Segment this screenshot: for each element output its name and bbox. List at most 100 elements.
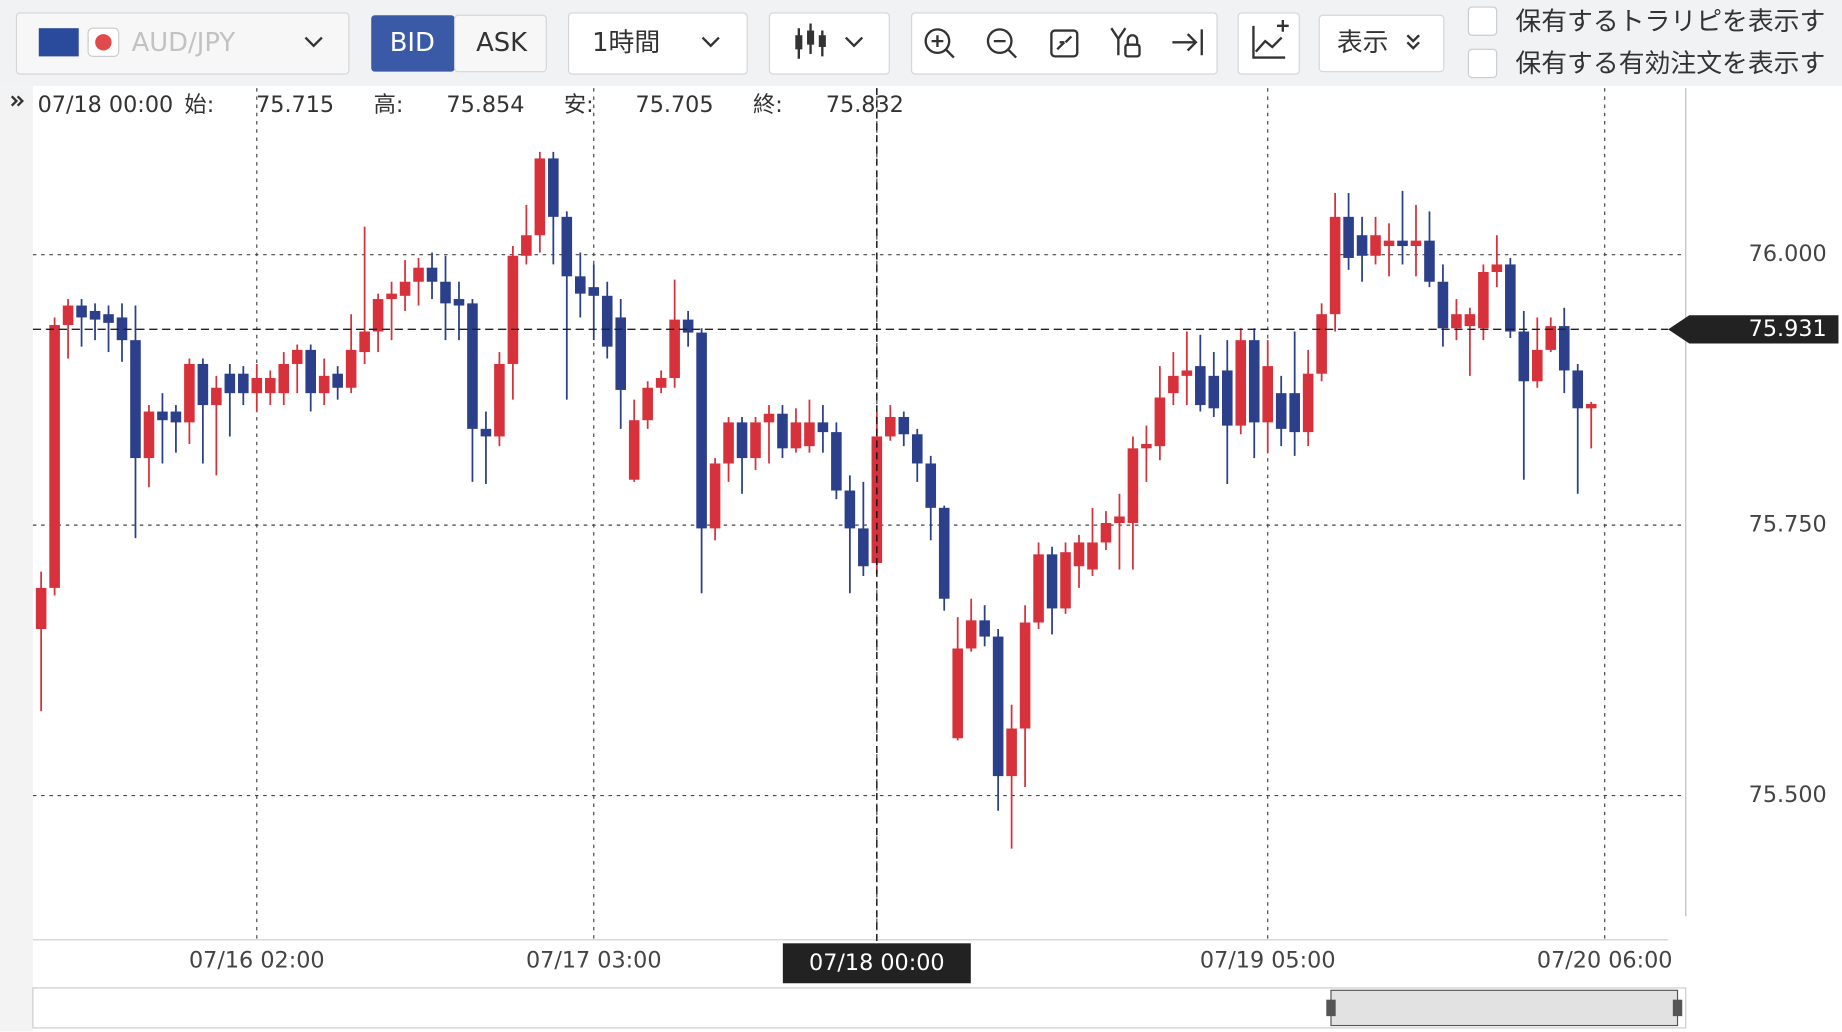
candle-body	[750, 422, 761, 459]
scroll-end[interactable]	[1172, 29, 1203, 56]
candle-body	[1087, 542, 1098, 570]
zoom-in[interactable]	[924, 28, 955, 59]
chevron	[701, 36, 720, 48]
indicator-button[interactable]	[1237, 12, 1300, 75]
candle-body	[1302, 373, 1314, 433]
expand-panel[interactable]	[10, 95, 24, 107]
candle-body	[453, 299, 465, 306]
navigator-handle[interactable]	[1330, 989, 1679, 1027]
candle-body	[548, 158, 559, 217]
candle-body	[278, 363, 290, 394]
fit[interactable]	[1050, 29, 1079, 58]
candle-body	[76, 305, 87, 318]
candle-body	[251, 378, 263, 394]
candle-body	[615, 317, 627, 390]
candle-body	[62, 305, 74, 326]
candle-body	[669, 319, 680, 379]
candle-body	[467, 303, 478, 429]
candle-body	[1451, 314, 1462, 329]
candle-body	[534, 158, 546, 236]
info-value: 75.832	[826, 92, 904, 118]
x-tick-label: 07/17 03:00	[526, 947, 662, 973]
candle-body	[1464, 314, 1476, 327]
bid-button[interactable]: BID	[371, 15, 455, 72]
candle-body	[359, 331, 370, 353]
display-select[interactable]: 表示	[1318, 14, 1445, 73]
candle-body	[1356, 235, 1368, 256]
candle-body	[642, 387, 653, 421]
interval-select[interactable]: 1時間	[567, 12, 748, 75]
info-value: 75.715	[256, 92, 334, 118]
symbol: AUD/JPY	[132, 28, 236, 58]
symbol-select[interactable]: AUD/JPY	[15, 12, 350, 75]
candle-body	[318, 375, 330, 394]
candle-body	[1329, 216, 1341, 315]
candle-body	[1046, 554, 1058, 609]
candle-body	[1033, 554, 1044, 623]
candle-body	[682, 319, 694, 333]
candle-body	[1478, 272, 1489, 329]
info-value: 75.854	[446, 92, 524, 118]
y-tick-label: 75.500	[1749, 782, 1827, 808]
candle-body	[386, 293, 397, 300]
x-tick-label: 07/16 02:00	[189, 947, 325, 973]
candle-body	[157, 411, 168, 421]
candle-body	[575, 276, 586, 294]
candle-body	[1518, 331, 1530, 382]
option-label: 保有するトラリピを表示す	[1515, 7, 1825, 37]
candle-body	[1060, 552, 1071, 609]
candle-body	[1262, 366, 1274, 423]
candle-body	[1221, 370, 1233, 426]
navigator-grip[interactable]	[1672, 999, 1683, 1017]
info-label: 始:	[184, 92, 214, 118]
side-strip	[0, 85, 33, 1032]
candle-body	[804, 422, 815, 447]
y-lock[interactable]	[1110, 27, 1141, 58]
chevron	[304, 36, 323, 48]
candle-body	[116, 317, 128, 341]
ask-button[interactable]: ASK	[454, 14, 547, 73]
bid-label: BID	[390, 28, 435, 58]
candle-body	[1343, 216, 1354, 258]
candle-body	[480, 428, 492, 437]
candle-body	[561, 216, 573, 277]
candle-body	[898, 416, 910, 435]
candle-body	[332, 373, 343, 388]
chart-type-select[interactable]	[768, 12, 890, 75]
price-tag	[1668, 315, 1839, 344]
flag-au	[38, 28, 79, 57]
candle-body	[1383, 240, 1395, 247]
candle-body	[1491, 264, 1503, 273]
candle-body	[601, 295, 613, 347]
candle-body	[817, 422, 829, 433]
candle-body	[844, 490, 856, 529]
checkbox[interactable]	[1467, 6, 1498, 36]
option-label: 保有する有効注文を表示す	[1515, 49, 1825, 79]
candle-body	[1558, 326, 1570, 371]
candle-body	[211, 387, 222, 406]
candle-body	[426, 267, 438, 282]
candle-body	[723, 422, 734, 464]
candle-body	[291, 349, 303, 364]
flag-jp-dot	[95, 34, 112, 51]
checkbox[interactable]	[1467, 48, 1498, 79]
candle-body	[224, 373, 236, 394]
candle-body	[1532, 349, 1543, 382]
candle-body	[1100, 522, 1112, 543]
candle-body	[938, 507, 950, 599]
candle-body	[305, 349, 316, 394]
candle-body	[238, 373, 249, 394]
interval: 1時間	[592, 28, 660, 58]
x-tick-label: 07/19 05:00	[1200, 947, 1336, 973]
candle-body	[858, 528, 869, 567]
zoom-out[interactable]	[986, 28, 1017, 59]
candle-body	[1208, 375, 1220, 409]
candle-body	[494, 363, 505, 437]
candle-body	[979, 620, 990, 637]
ohlc-info: 07/18 00:00 始: 75.715 高: 75.854 安: 75.70…	[38, 92, 904, 118]
candle-body	[143, 411, 155, 459]
navigator-grip[interactable]	[1326, 999, 1336, 1017]
candle-body	[696, 332, 707, 529]
candle-body	[1585, 403, 1597, 409]
